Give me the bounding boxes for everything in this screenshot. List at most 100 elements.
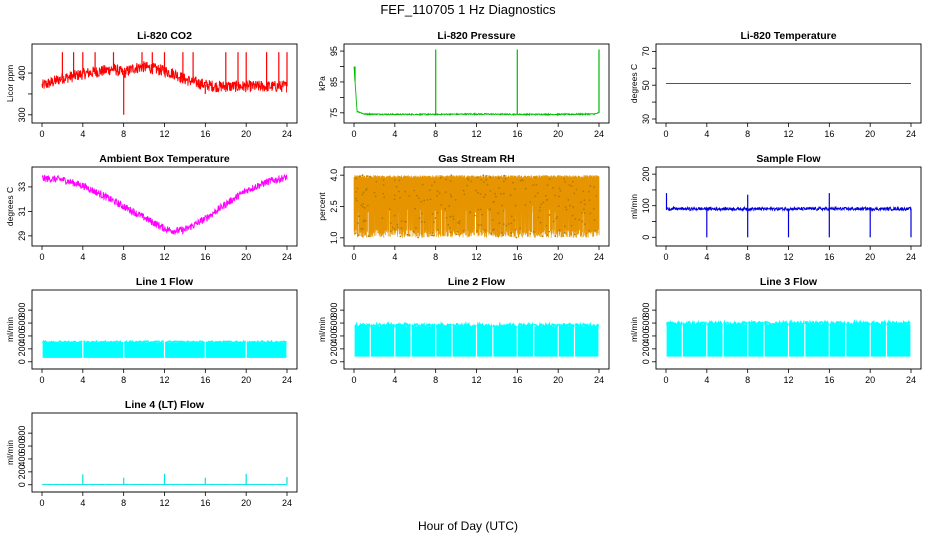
x-tick-label: 20 (553, 252, 563, 262)
x-tick-label: 12 (783, 129, 793, 139)
data-point (415, 194, 418, 197)
y-tick-label: 0 (641, 359, 651, 364)
y-axis-label: ml/min (317, 317, 327, 342)
flow-segment-edge (533, 321, 559, 329)
y-axis-label: degrees C (5, 187, 15, 226)
x-tick-label: 8 (433, 252, 438, 262)
data-point (588, 199, 591, 202)
flow-segment (370, 326, 395, 357)
figure-xlabel: Hour of Day (UTC) (418, 519, 518, 533)
data-point (412, 230, 415, 233)
data-point (542, 201, 545, 204)
panel-line1: Line 1 Flow 0 4 8 12 16 20 24 0 200400600800ml/mi… (5, 276, 298, 385)
x-tick-label: 16 (824, 252, 834, 262)
flow-segment (789, 324, 805, 357)
x-tick-label: 0 (39, 129, 44, 139)
x-tick-label: 8 (121, 252, 126, 262)
y-axis-label: ml/min (629, 194, 639, 219)
x-tick-label: 0 (39, 375, 44, 385)
data-point (431, 213, 434, 215)
x-tick-label: 24 (594, 129, 604, 139)
data-point (502, 210, 505, 212)
y-tick-label: 400 (17, 451, 27, 466)
panel-title: Ambient Box Temperature (99, 153, 230, 165)
data-point (514, 228, 517, 231)
y-tick-label: 800 (329, 303, 339, 318)
y-tick-label: 85 (329, 77, 339, 87)
x-tick-label: 8 (121, 498, 126, 508)
data-point (429, 198, 432, 201)
x-tick-label: 12 (471, 375, 481, 385)
data-point (406, 233, 409, 236)
x-tick-label: 8 (121, 129, 126, 139)
flow-segment (452, 326, 476, 357)
panel-title: Li-820 CO2 (137, 30, 192, 42)
data-point (408, 234, 411, 237)
data-point (476, 176, 478, 179)
y-tick-label: 600 (17, 439, 27, 454)
data-point (364, 206, 366, 209)
data-point (389, 230, 392, 233)
data-point (548, 214, 551, 216)
data-point (438, 192, 441, 195)
data-point (433, 221, 435, 224)
data-point (483, 196, 485, 199)
flow-segment-edge (747, 319, 765, 328)
data-point (449, 215, 452, 218)
data-point (431, 234, 434, 237)
data-point (554, 235, 557, 238)
data-point (484, 229, 487, 231)
flow-segment (805, 324, 829, 357)
data-point (449, 231, 452, 234)
y-axis-label: ml/min (5, 317, 15, 342)
x-tick-label: 12 (159, 375, 169, 385)
x-tick-label: 24 (906, 129, 916, 139)
data-point (359, 175, 361, 178)
data-point (552, 220, 555, 223)
data-point (582, 190, 585, 193)
data-point (366, 175, 369, 178)
data-point (583, 203, 586, 206)
x-tick-label: 16 (824, 375, 834, 385)
x-tick-label: 0 (663, 129, 668, 139)
x-tick-label: 4 (392, 375, 397, 385)
data-point (500, 192, 502, 195)
data-point (397, 190, 400, 193)
plot-frame (343, 43, 610, 124)
flow-segment (395, 326, 411, 357)
data-point (557, 205, 560, 208)
series-sample_flow (665, 193, 912, 238)
flow-segment-edge (788, 319, 805, 327)
flow-segment-edge (763, 319, 789, 328)
flow-segment-edge (829, 320, 846, 327)
data-point (593, 186, 596, 188)
data-point (503, 192, 505, 195)
data-point (529, 233, 532, 235)
flow-segment (354, 326, 370, 357)
x-tick-label: 4 (80, 129, 85, 139)
flow-segment-edge (246, 339, 287, 344)
series-line (353, 175, 600, 238)
x-tick-label: 8 (433, 129, 438, 139)
panel-line4: Line 4 (LT) Flow 0 4 8 12 16 20 24 0 200400600800… (5, 399, 298, 508)
x-tick-label: 8 (745, 129, 750, 139)
data-point (587, 190, 590, 193)
panel-title: Sample Flow (756, 153, 821, 165)
data-point (564, 206, 567, 208)
flow-segment (666, 324, 682, 357)
data-point (489, 208, 491, 211)
x-tick-label: 4 (704, 252, 709, 262)
data-point (546, 184, 549, 187)
x-tick-label: 0 (351, 252, 356, 262)
y-tick-label: 30 (641, 114, 651, 124)
x-tick-label: 0 (39, 498, 44, 508)
y-tick-label: 29 (17, 231, 27, 241)
data-point (420, 220, 423, 223)
x-tick-label: 8 (745, 375, 750, 385)
data-point (448, 205, 451, 208)
x-tick-label: 20 (241, 498, 251, 508)
y-tick-label: 800 (641, 303, 651, 318)
data-point (571, 214, 574, 217)
data-point (393, 179, 396, 181)
x-tick-label: 0 (663, 252, 668, 262)
